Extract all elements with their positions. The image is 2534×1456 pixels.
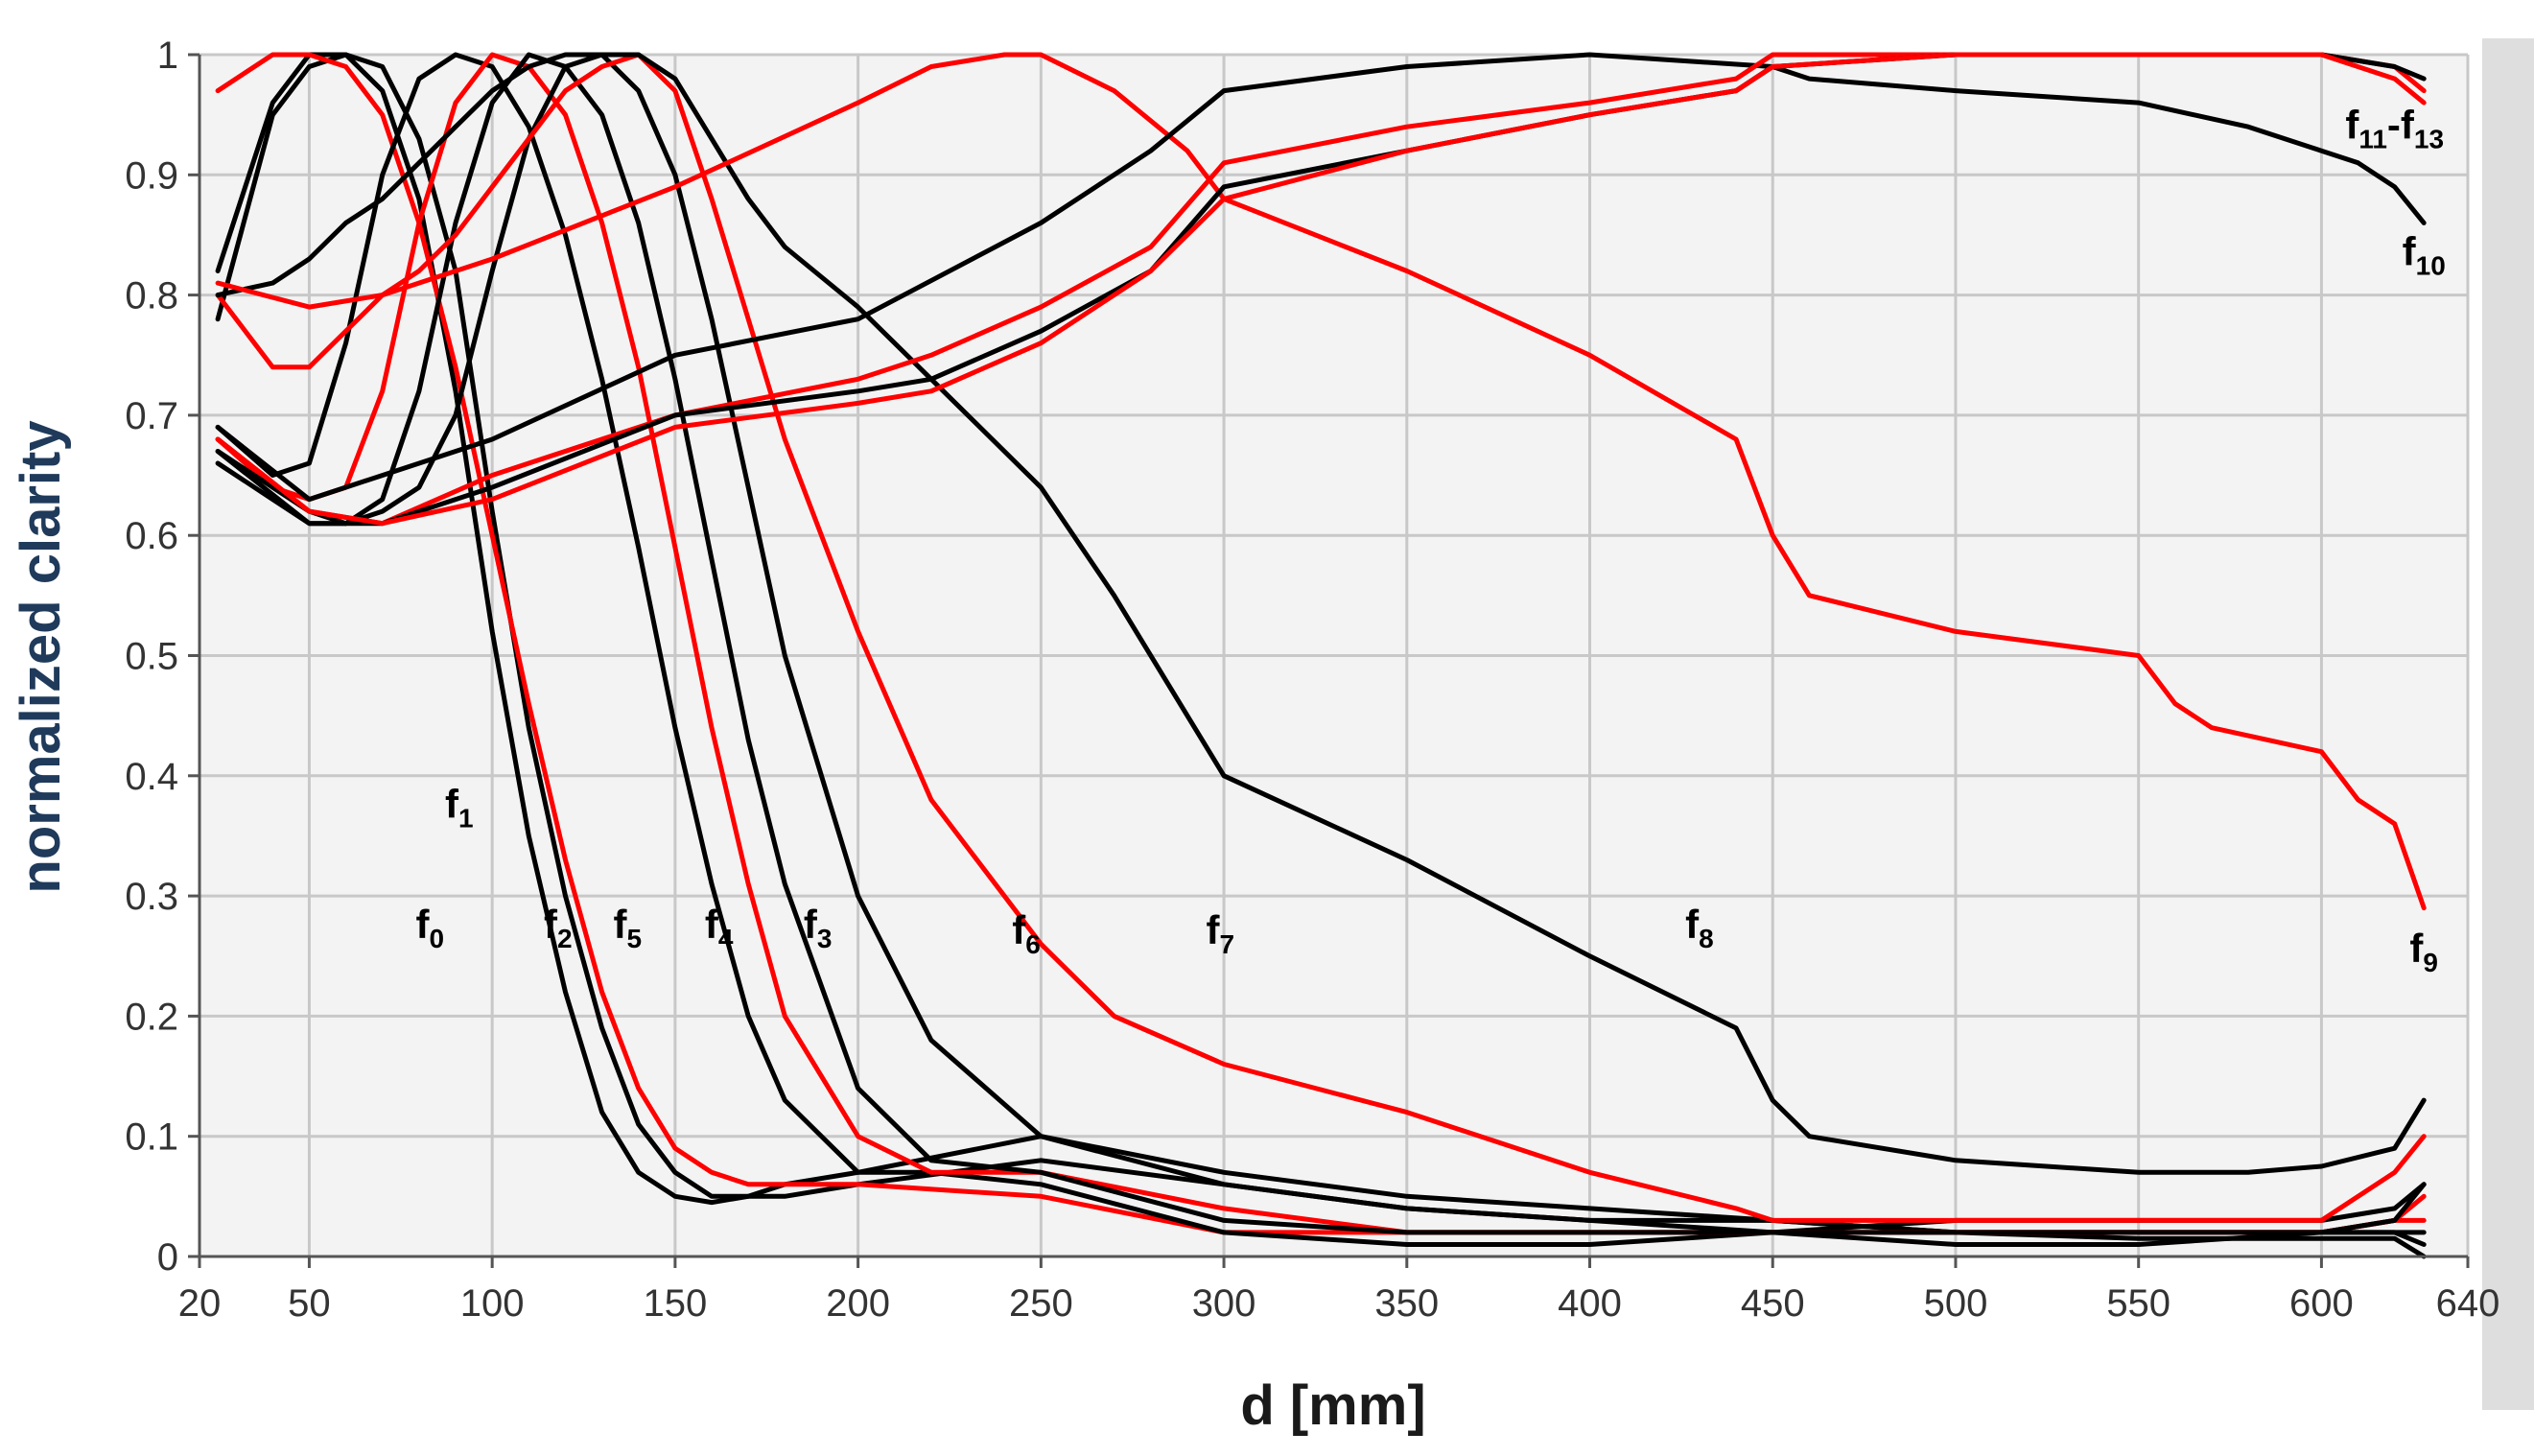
- curve-label-2: f2: [544, 902, 573, 953]
- x-tick-label-1: 50: [288, 1282, 331, 1325]
- curve-annotations: f0 f1 f2 f5 f4 f3 f6 f7 f8 f9 f10 f11-f13: [416, 103, 2446, 977]
- y-tick-label-3: 0.3: [125, 876, 178, 918]
- series-line-f7: [215, 52, 2427, 1223]
- y-axis-title: normalized clarity: [10, 420, 72, 893]
- series-line-f9: [215, 52, 2427, 911]
- series-line-f3: [215, 52, 2427, 1247]
- curve-label-8: f8: [1685, 902, 1714, 953]
- series-line-f10: [215, 52, 2427, 503]
- curve-label-11: f11-f13: [2345, 103, 2444, 154]
- y-tick-label-8: 0.8: [125, 275, 178, 317]
- right-edge-shade: [2482, 38, 2534, 1410]
- curve-label-5: f3: [804, 902, 833, 953]
- curve-label-6: f6: [1012, 907, 1041, 959]
- x-tick-label-7: 350: [1374, 1282, 1439, 1325]
- curve-label-7: f7: [1206, 907, 1234, 959]
- x-tick-label-2: 100: [460, 1282, 525, 1325]
- curve-label-4: f4: [705, 902, 734, 953]
- y-tick-label-0: 0: [157, 1236, 178, 1279]
- y-tick-label-10: 1: [157, 35, 178, 77]
- curve-label-10: f10: [2403, 228, 2446, 280]
- curve-label-0: f0: [416, 902, 445, 953]
- series-line-f8: [215, 52, 2427, 1175]
- series-line-f13: [215, 52, 2427, 527]
- x-tick-label-6: 300: [1192, 1282, 1256, 1325]
- y-tick-label-1: 0.1: [125, 1116, 178, 1159]
- curve-label-3: f5: [614, 902, 643, 953]
- y-tick-label-4: 0.4: [125, 756, 178, 798]
- y-tick-labels: 0 0.1 0.2 0.3 0.4 0.5 0.6 0.7 0.8 0.9 1: [125, 35, 199, 1279]
- y-tick-label-7: 0.7: [125, 395, 178, 437]
- curve-label-1: f1: [445, 782, 474, 834]
- x-axis-title: d [mm]: [1240, 1374, 1425, 1437]
- x-tick-label-0: 20: [178, 1282, 222, 1325]
- series-line-f5: [215, 52, 2427, 1235]
- x-tick-label-4: 200: [826, 1282, 890, 1325]
- y-tick-label-5: 0.5: [125, 636, 178, 678]
- curve-label-9: f9: [2409, 926, 2438, 977]
- y-tick-label-9: 0.9: [125, 154, 178, 197]
- x-tick-label-5: 250: [1009, 1282, 1073, 1325]
- x-tick-labels: 20 50 100 150 200 250 300 350 400 450 500 550 600 640: [178, 1256, 2500, 1325]
- x-tick-label-9: 450: [1741, 1282, 1805, 1325]
- series-group: [215, 52, 2427, 1259]
- y-tick-label-2: 0.2: [125, 996, 178, 1038]
- x-tick-label-13: 640: [2436, 1282, 2500, 1325]
- x-tick-label-11: 550: [2106, 1282, 2170, 1325]
- series-line-f1: [215, 52, 2427, 1247]
- x-tick-label-12: 600: [2289, 1282, 2354, 1325]
- y-tick-label-6: 0.6: [125, 515, 178, 557]
- x-tick-label-3: 150: [644, 1282, 708, 1325]
- x-tick-label-8: 400: [1558, 1282, 1622, 1325]
- x-tick-label-10: 500: [1924, 1282, 1988, 1325]
